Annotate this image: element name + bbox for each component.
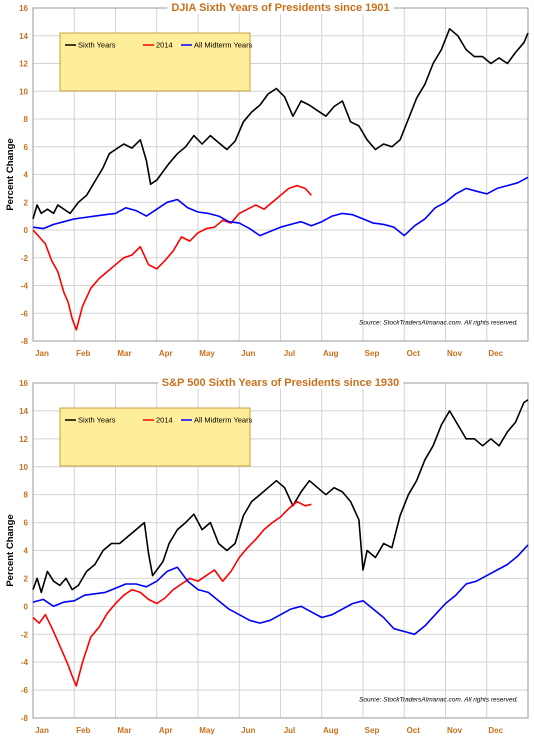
legend-entry: All Midterm Years: [194, 416, 253, 425]
y-tick-label: 14: [19, 407, 28, 416]
x-tick-label: Mar: [117, 349, 131, 358]
x-tick-label: Jun: [241, 349, 255, 358]
source-note: Source: StockTradersAlmanac.com. All rig…: [359, 696, 518, 703]
chart-title: DJIA Sixth Years of Presidents since 190…: [171, 2, 389, 14]
y-axis-label: Percent Change: [5, 138, 16, 210]
legend-entry: All Midterm Years: [194, 41, 253, 50]
x-tick-label: Jul: [284, 349, 296, 358]
y-tick-label: 16: [19, 4, 28, 13]
x-tick-label: May: [199, 726, 215, 735]
x-tick-label: Feb: [76, 349, 90, 358]
y-tick-label: 2: [24, 198, 29, 207]
chart-title: S&P 500 Sixth Years of Presidents since …: [162, 377, 399, 389]
y-tick-label: 2: [24, 574, 29, 583]
x-tick-label: Dec: [488, 349, 503, 358]
x-tick-label: Nov: [447, 349, 463, 358]
y-tick-label: 0: [24, 226, 29, 235]
y-tick-label: 12: [19, 435, 28, 444]
x-tick-label: Oct: [407, 349, 421, 358]
y-tick-label: -4: [21, 658, 29, 667]
x-tick-label: Jul: [284, 726, 296, 735]
y-tick-label: 14: [19, 32, 28, 41]
x-tick-label: Apr: [159, 726, 173, 735]
x-tick-label: Mar: [117, 726, 131, 735]
x-tick-label: Oct: [407, 726, 421, 735]
y-tick-label: -6: [21, 686, 29, 695]
x-tick-label: Jun: [241, 726, 255, 735]
x-tick-label: May: [199, 349, 215, 358]
y-tick-label: -8: [21, 337, 29, 346]
y-tick-label: 0: [24, 602, 29, 611]
x-tick-label: Aug: [323, 726, 339, 735]
y-tick-label: 16: [19, 379, 28, 388]
chart-1: -8 -6 -4 -2 0 2 4 6 8 10 12 14 16 Jan Feb Mar Apr May Jun J…: [5, 1, 529, 358]
series-line-2014: [32, 500, 312, 687]
chart-title-bg: [157, 376, 404, 389]
y-tick-label: 4: [24, 171, 29, 180]
y-tick-label: -2: [21, 630, 29, 639]
legend: Sixth Years 2014 All Midterm Years: [59, 407, 253, 467]
source-note: Source: StockTradersAlmanac.com. All rig…: [359, 319, 518, 326]
legend: Sixth Years 2014 All Midterm Years: [59, 32, 253, 92]
y-tick-label: -6: [21, 309, 29, 318]
legend-box: [59, 407, 251, 467]
x-tick-label: Sep: [365, 349, 380, 358]
series-line-sixth-years: [32, 399, 529, 594]
y-tick-label: 12: [19, 60, 28, 69]
y-axis-label: Percent Change: [5, 514, 16, 586]
y-tick-label: 4: [24, 547, 29, 556]
x-tick-label: Sep: [365, 726, 380, 735]
y-tick-label: 8: [24, 115, 29, 124]
series-line-2014: [32, 184, 312, 331]
y-tick-label: 10: [19, 87, 28, 96]
y-tick-label: 6: [24, 519, 29, 528]
legend-box: [59, 32, 251, 92]
x-tick-label: Dec: [488, 726, 503, 735]
series-line-sixth-years: [32, 27, 529, 220]
x-tick-label: Jan: [35, 349, 49, 358]
y-tick-label: -2: [21, 254, 29, 263]
legend-entry: Sixth Years: [78, 41, 116, 50]
legend-entry: Sixth Years: [78, 416, 116, 425]
x-tick-label: Jan: [35, 726, 49, 735]
x-tick-label: Aug: [323, 349, 339, 358]
x-tick-label: Feb: [76, 726, 90, 735]
y-tick-label: -4: [21, 282, 29, 291]
x-tick-label: Apr: [159, 349, 173, 358]
legend-entry: 2014: [156, 416, 173, 425]
series-line-all-midterm-years: [32, 176, 529, 237]
y-tick-label: 8: [24, 491, 29, 500]
y-tick-label: -8: [21, 714, 29, 723]
y-tick-label: 10: [19, 463, 28, 472]
y-tick-label: 6: [24, 143, 29, 152]
series-line-all-midterm-years: [32, 544, 529, 636]
chart-2: -8 -6 -4 -2 0 2 4 6 8 10 12 14 16 Jan Feb Mar Apr May Jun J…: [5, 376, 529, 735]
x-tick-label: Nov: [447, 726, 463, 735]
chart-title-bg: [167, 1, 394, 14]
legend-entry: 2014: [156, 41, 173, 50]
